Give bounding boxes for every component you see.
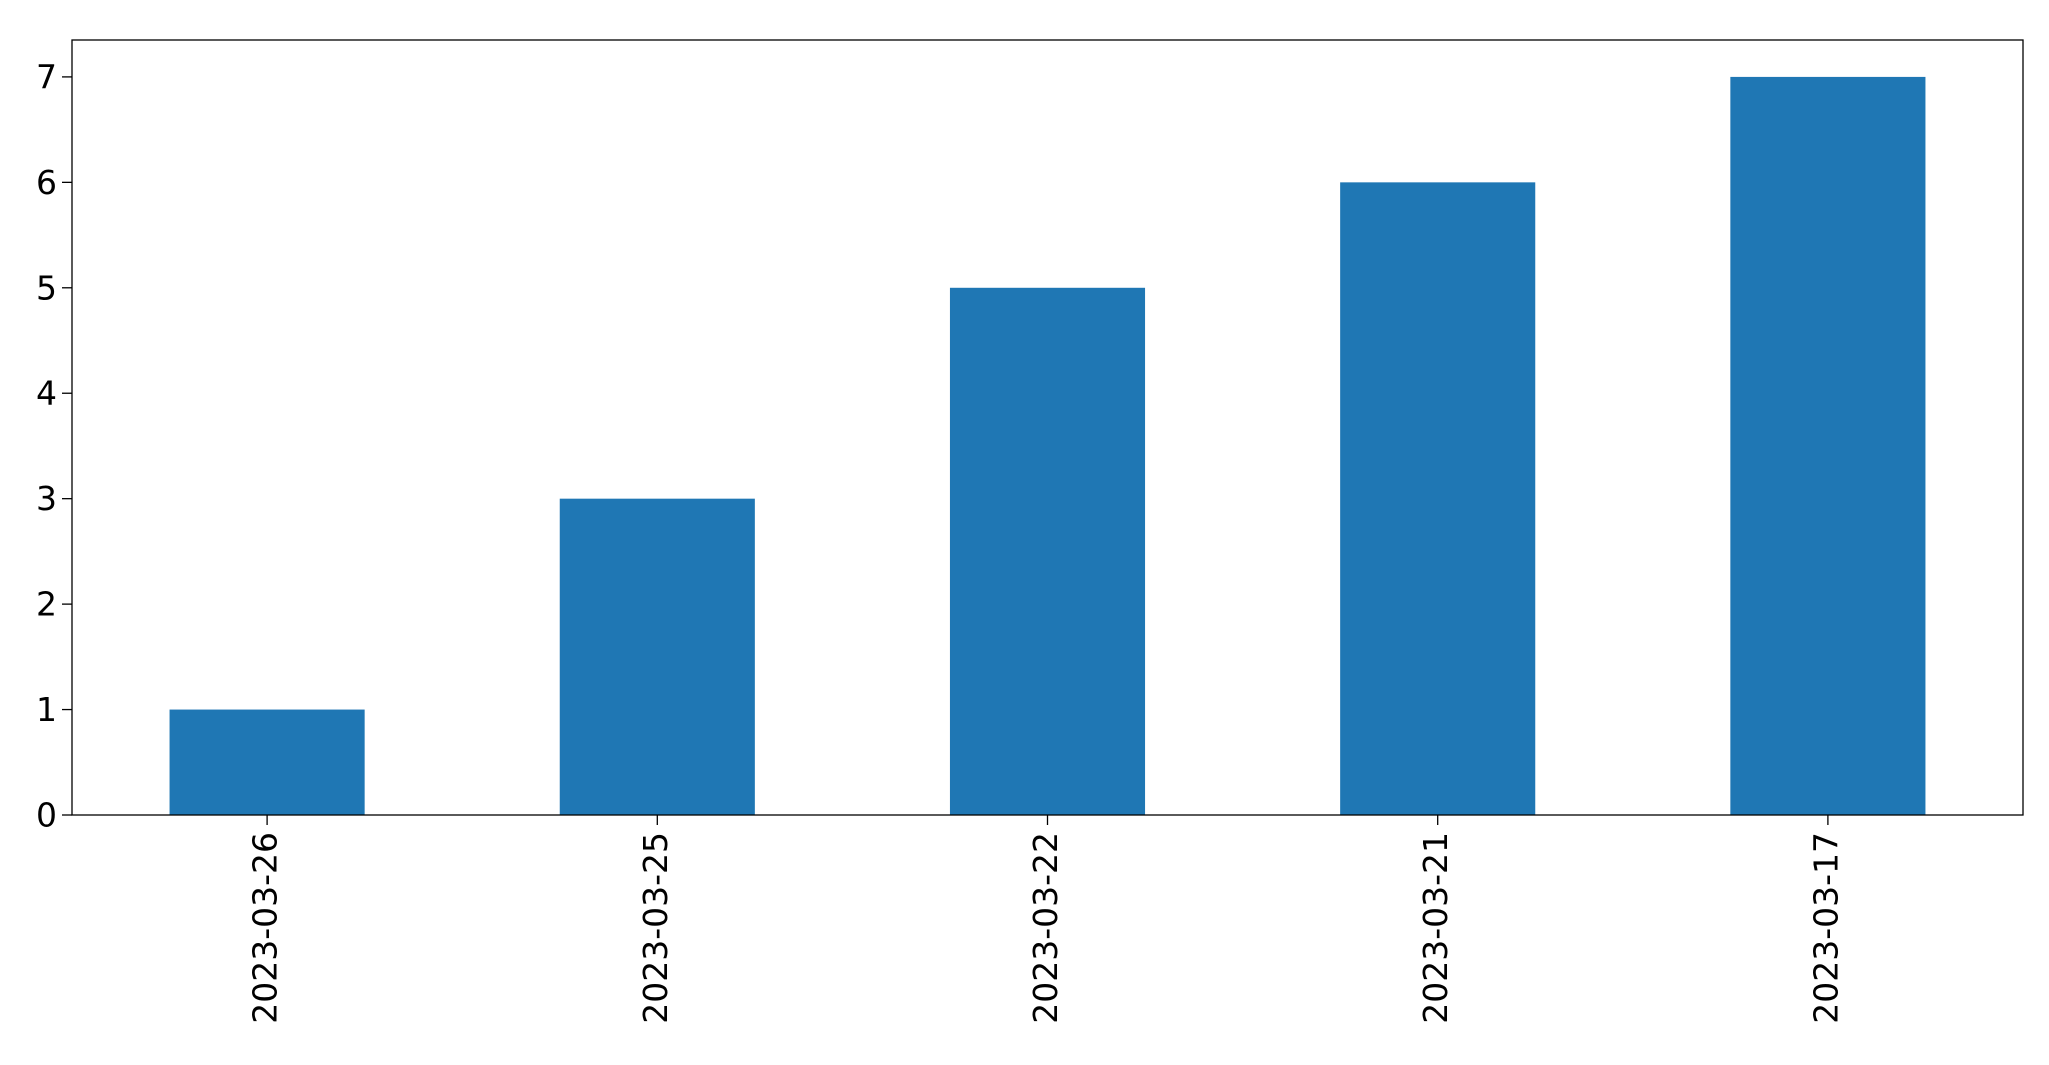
bar-2023-03-26: [169, 709, 365, 815]
bar-2023-03-21: [1340, 182, 1536, 816]
y-axis: 0 1 2 3 4 5 6 7: [36, 57, 72, 835]
x-tick-label: 2023-03-26: [246, 832, 285, 1024]
y-tick-label: 5: [36, 268, 57, 307]
y-tick-label: 3: [36, 479, 57, 518]
y-tick-label: 0: [36, 796, 57, 835]
bar-2023-03-17: [1730, 76, 1926, 815]
y-tick-label: 2: [36, 585, 57, 624]
x-tick-label: 2023-03-21: [1416, 832, 1455, 1024]
y-tick-label: 6: [36, 163, 57, 202]
y-tick-label: 1: [36, 690, 57, 729]
bar-2023-03-25: [559, 498, 755, 815]
x-tick-label: 2023-03-22: [1026, 832, 1065, 1024]
y-tick-label: 7: [36, 57, 57, 96]
x-tick-label: 2023-03-25: [636, 832, 675, 1024]
y-tick-label: 4: [36, 374, 57, 413]
x-tick-label: 2023-03-17: [1806, 832, 1845, 1024]
bars-layer: [169, 76, 1926, 816]
bar-2023-03-22: [949, 287, 1146, 815]
x-axis: 2023-03-26 2023-03-25 2023-03-22 2023-03-21…: [246, 815, 1845, 1024]
plot-frame: [71, 39, 2024, 816]
